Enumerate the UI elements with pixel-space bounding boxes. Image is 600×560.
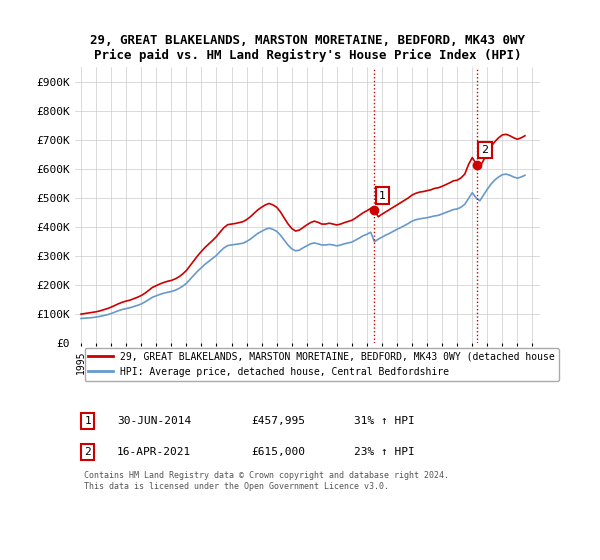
Text: Contains HM Land Registry data © Crown copyright and database right 2024.
This d: Contains HM Land Registry data © Crown c…: [84, 471, 449, 491]
Legend: 29, GREAT BLAKELANDS, MARSTON MORETAINE, BEDFORD, MK43 0WY (detached house, HPI:: 29, GREAT BLAKELANDS, MARSTON MORETAINE,…: [85, 348, 559, 381]
Text: 16-APR-2021: 16-APR-2021: [117, 447, 191, 457]
Text: 31% ↑ HPI: 31% ↑ HPI: [354, 416, 415, 426]
Text: 23% ↑ HPI: 23% ↑ HPI: [354, 447, 415, 457]
Text: 1: 1: [379, 190, 386, 200]
Text: 30-JUN-2014: 30-JUN-2014: [117, 416, 191, 426]
Title: 29, GREAT BLAKELANDS, MARSTON MORETAINE, BEDFORD, MK43 0WY
Price paid vs. HM Lan: 29, GREAT BLAKELANDS, MARSTON MORETAINE,…: [90, 34, 525, 62]
Text: 1: 1: [84, 416, 91, 426]
Text: £457,995: £457,995: [252, 416, 306, 426]
Text: 2: 2: [481, 145, 488, 155]
Text: £615,000: £615,000: [252, 447, 306, 457]
Text: 2: 2: [84, 447, 91, 457]
